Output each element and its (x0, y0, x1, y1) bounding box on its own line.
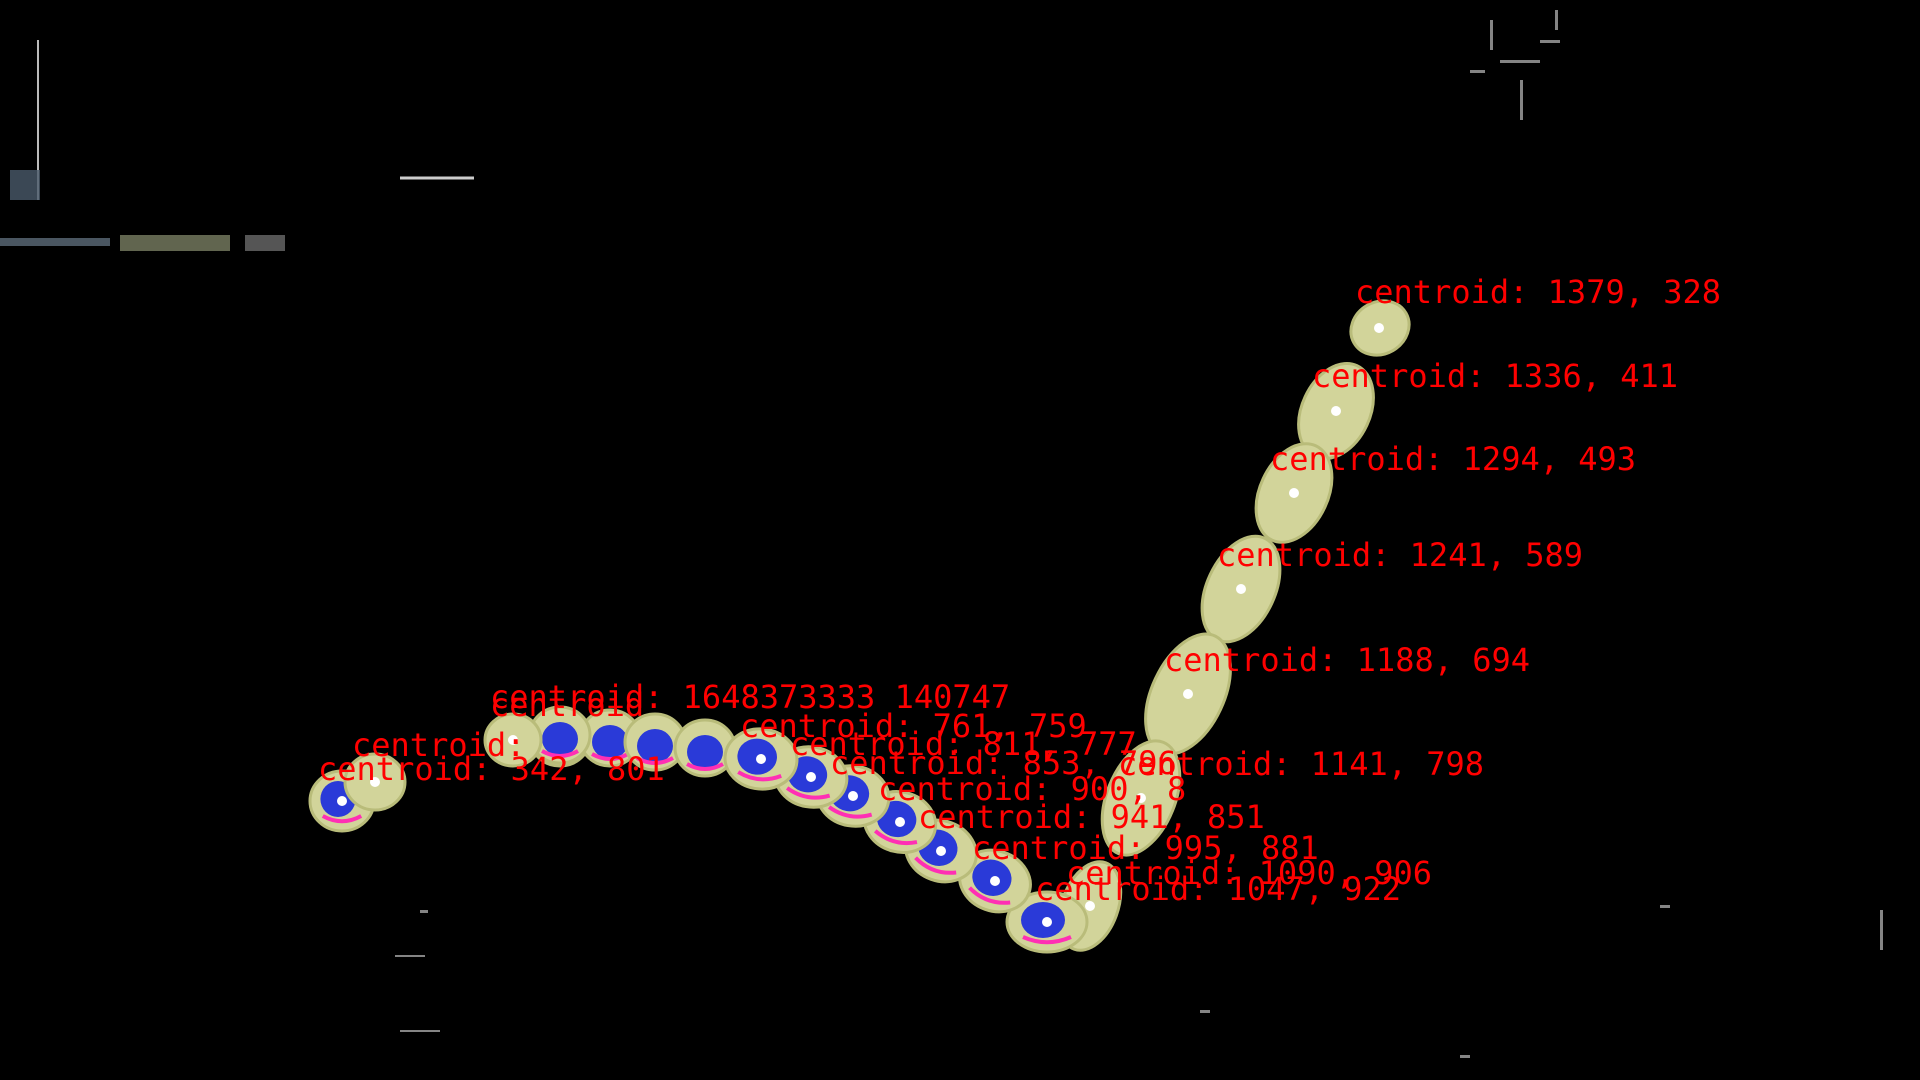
centroid-dot (508, 735, 518, 745)
cell-rim (737, 770, 782, 782)
centroid-label: centroid: 761, 759 (740, 707, 1087, 745)
centroid-label: centroid: 342, 801 (318, 750, 665, 788)
centroid-dot (1289, 488, 1299, 498)
centroid-dot (806, 772, 816, 782)
cell-rim (968, 886, 1011, 905)
cell-rim (785, 786, 831, 800)
centroid-dot (756, 754, 766, 764)
cell-rim (321, 814, 363, 824)
centroid-label: centroid: 1090, 906 (1066, 854, 1432, 892)
centroid-dot (1136, 793, 1146, 803)
centroid-dot (370, 777, 380, 787)
centroid-dot (936, 846, 946, 856)
centroid-dot (990, 876, 1000, 886)
centroid-dot (1183, 689, 1193, 699)
centroid-dot (1085, 901, 1095, 911)
centroid-labels: centroid: 1379, 328 centroid: 1336, 411 ce… (318, 273, 1721, 908)
cell-rim (686, 762, 724, 771)
cell-rim (827, 805, 873, 819)
cell-rim (636, 756, 674, 765)
centroid-label: centroid: 1294, 493 (1270, 440, 1636, 478)
cell-rim (591, 752, 629, 761)
centroid-label: centroid (490, 686, 644, 724)
centroid-label: centroid: 1336, 411 (1312, 357, 1678, 395)
cell-nucleus (592, 725, 628, 759)
cell-nucleus (637, 729, 673, 763)
centroid-dot (848, 791, 858, 801)
background-noise (0, 10, 1883, 1058)
centroid-dot (337, 796, 347, 806)
cell-rim (873, 829, 918, 846)
centroid-dot (895, 817, 905, 827)
centroid-label: centroid: 1141, 798 (1118, 745, 1484, 783)
centroid-dot (1042, 917, 1052, 927)
centroid-label: centroid: 941, 851 (918, 798, 1265, 836)
centroid-label: centroid: 853, 796 (830, 744, 1177, 782)
centroid-dot (1374, 323, 1384, 333)
centroid-label: centroid: 1047, 922 (1035, 870, 1401, 908)
centroid-dot (1331, 406, 1341, 416)
cell-nucleus (542, 722, 578, 756)
cell-rim (1022, 935, 1072, 945)
centroid-label: centroid: 900, 8 (878, 770, 1186, 808)
centroid-label: centroid: 1379, 328 (1355, 273, 1721, 311)
cell-nucleus (687, 735, 723, 769)
centroid-label: centroid: 995, 881 (972, 829, 1319, 867)
centroid-dots (337, 323, 1384, 927)
centroid-label: centroid: (352, 726, 525, 764)
centroid-label: centroid: 1241, 589 (1217, 536, 1583, 574)
centroid-label: centroid: 1188, 694 (1164, 641, 1530, 679)
centroid-dot (1236, 584, 1246, 594)
centroid-label: centroid: 811, 777 (790, 725, 1137, 763)
overlapping-labels: centroid: 1648373333 140747 (490, 678, 1010, 716)
cell-rim (914, 856, 957, 875)
cell-rim (541, 749, 579, 758)
